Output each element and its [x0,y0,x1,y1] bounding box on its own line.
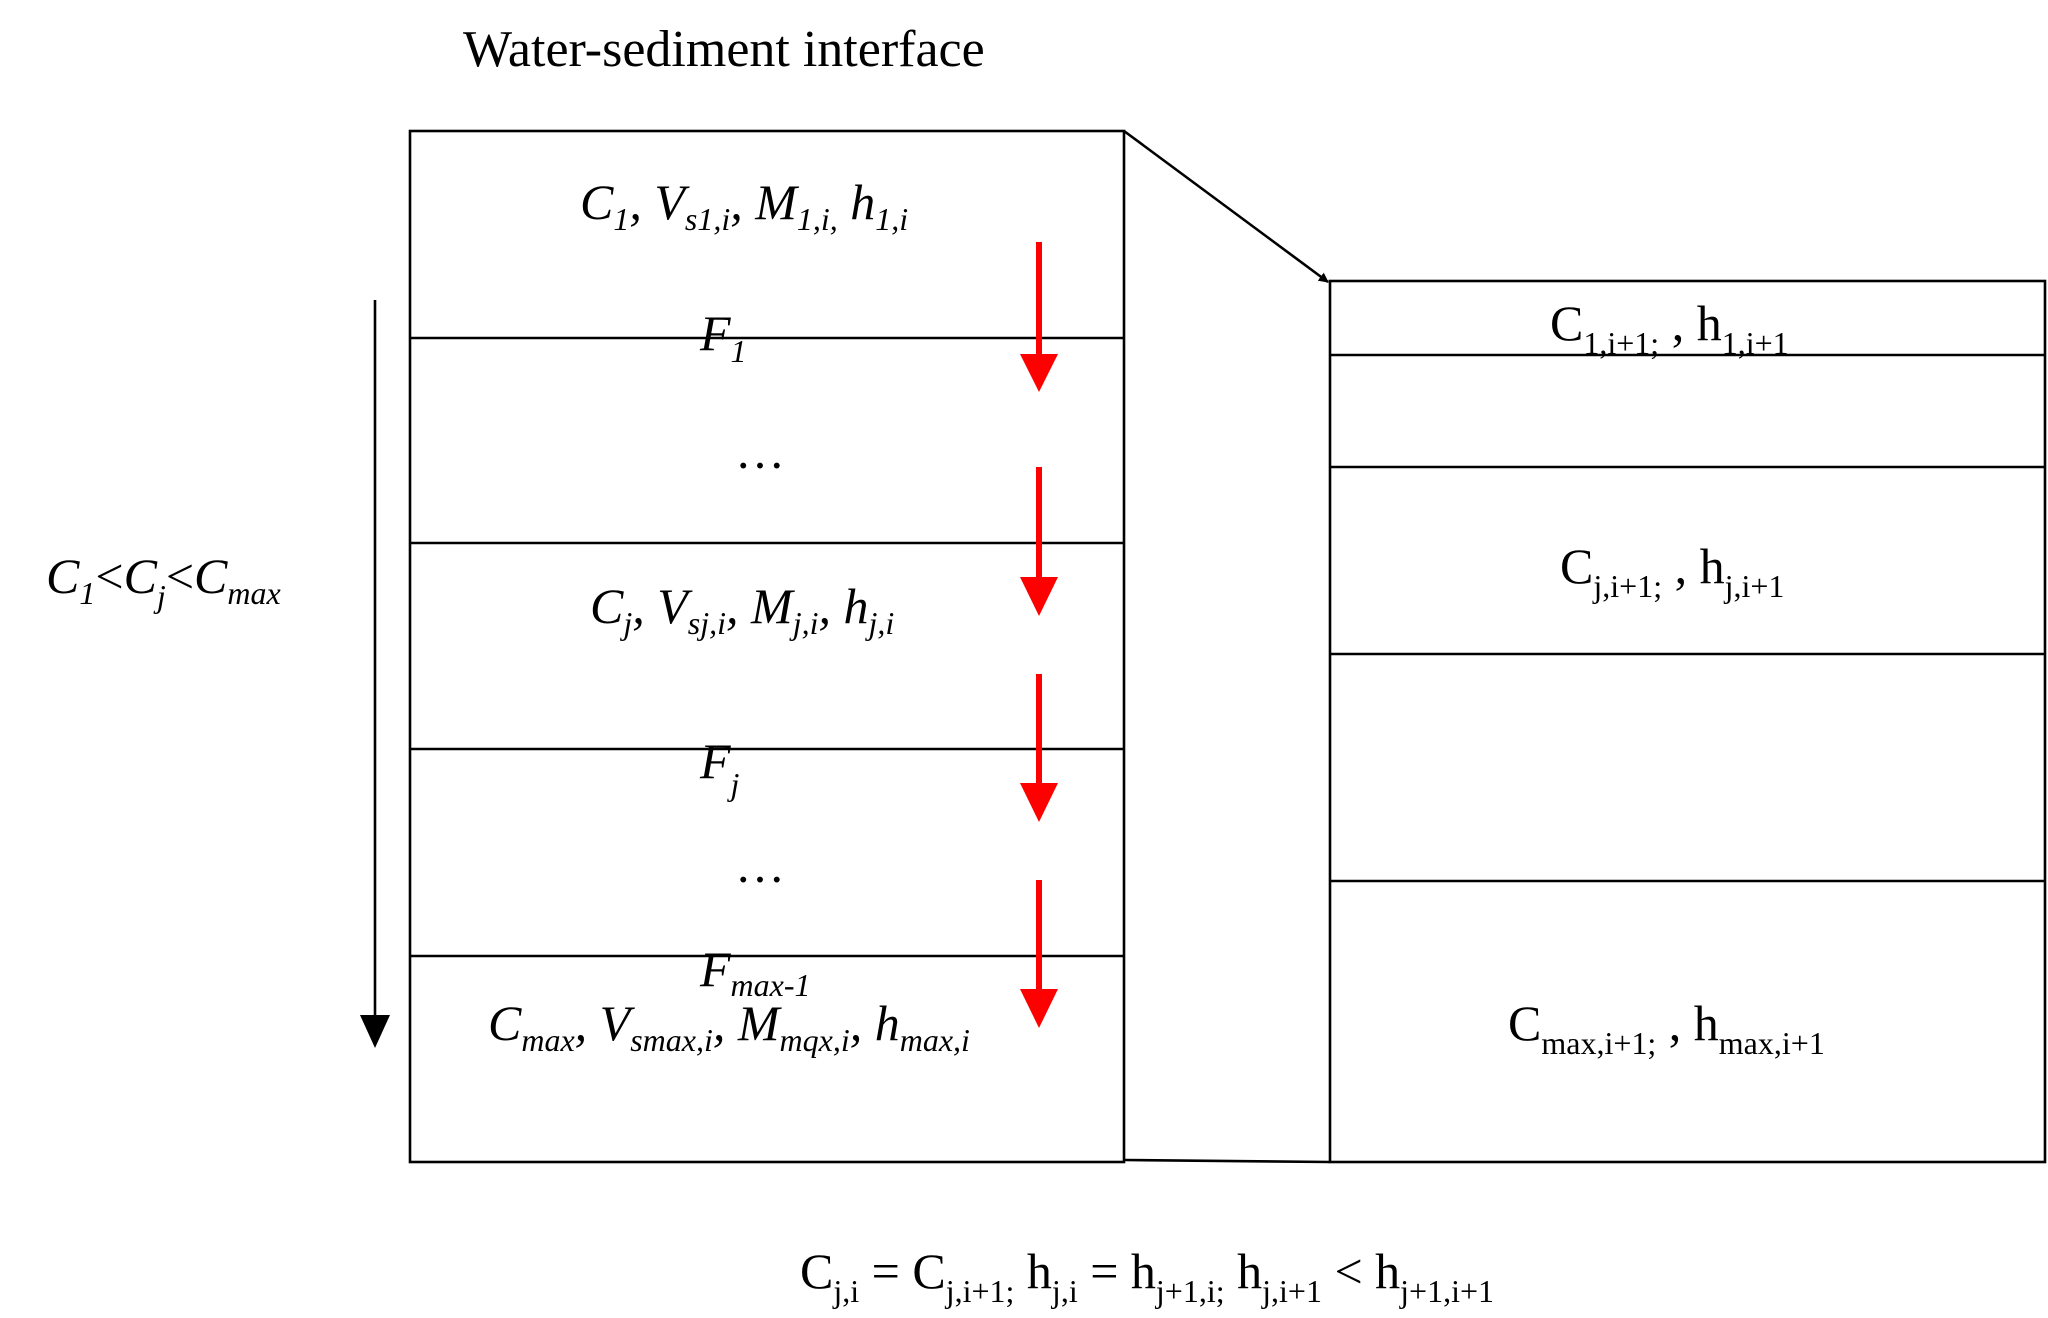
flux-arrow-2-head [1020,577,1058,616]
flux-max-label: Fmax-1 [699,941,811,1003]
flux-1-label: F1 [699,305,747,369]
transition-arrow [1123,129,1329,284]
layer-1-params: C1, Vs1,i, M1,i, h1,i [580,174,908,237]
concentration-order: C1<Cj<Cmax [46,548,281,614]
right-layer-1-params: C1,i+1; , h1,i+1 [1550,295,1789,361]
ellipsis-1: … [735,423,785,479]
flux-arrow-4-head [1020,989,1058,1028]
ellipsis-2: … [735,837,785,893]
diagram-title: Water-sediment interface [463,21,985,78]
flux-arrow-1-head [1020,354,1058,392]
layer-j-params: Cj, Vsj,i, Mj,i, hj,i [590,578,894,641]
bottom-connector-line [1123,1158,1331,1164]
flux-arrows [1020,242,1058,1028]
layer-max-params: Cmax, Vsmax,i, Mmqx,i, hmax,i [488,995,970,1058]
left-sediment-column [408,129,1126,1164]
flux-arrow-3-head [1020,783,1058,822]
flux-j-label: Fj [699,733,740,802]
right-sediment-column [1328,279,2047,1164]
depth-arrow-head [360,1015,390,1048]
right-layer-max-params: Cmax,i+1; , hmax,i+1 [1508,995,1825,1061]
relation-equation: Cj,i = Cj,i+1; hj,i = hj+1,i; hj,i+1 < h… [800,1243,1494,1309]
right-layer-j-params: Cj,i+1; , hj,i+1 [1560,538,1784,604]
